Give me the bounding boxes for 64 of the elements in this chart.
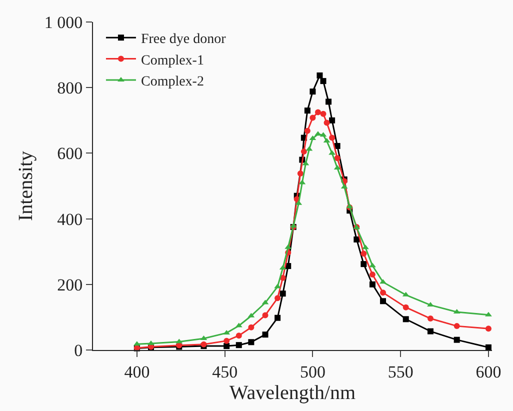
point (485, 344, 492, 350)
point (304, 128, 310, 134)
point (314, 109, 321, 116)
point (148, 340, 154, 345)
y-tick-label: 0 (74, 340, 83, 360)
point (427, 316, 434, 322)
point (380, 290, 386, 296)
point (360, 261, 367, 268)
point (300, 148, 307, 155)
point (320, 110, 326, 117)
x-tick-label: 450 (212, 362, 238, 382)
point (224, 343, 230, 350)
point (369, 281, 376, 288)
legend-label: Complex-1 (140, 53, 204, 68)
point (236, 342, 242, 348)
point (316, 72, 323, 78)
point (248, 339, 254, 346)
point (369, 272, 376, 278)
point (248, 324, 254, 330)
point (236, 332, 242, 339)
point (360, 250, 367, 257)
point (485, 326, 492, 332)
point (274, 314, 281, 321)
x-tick-label: 600 (476, 362, 502, 382)
point (320, 78, 326, 84)
x-tick-label: 400 (124, 362, 150, 382)
point (310, 88, 316, 95)
point (224, 338, 230, 344)
point (354, 236, 360, 242)
point (329, 117, 336, 124)
point (427, 302, 434, 307)
point (485, 312, 492, 316)
point (314, 131, 322, 136)
point (329, 134, 336, 141)
y-tick-label: 1 000 (44, 12, 83, 32)
point (402, 304, 409, 310)
point (310, 114, 316, 121)
y-tick-label: 600 (57, 144, 83, 164)
point (454, 323, 460, 330)
point (324, 120, 330, 126)
point (454, 336, 460, 343)
point (280, 290, 286, 297)
y-tick-label: 200 (57, 275, 83, 294)
point (262, 312, 268, 318)
point (427, 328, 434, 334)
point (334, 142, 340, 149)
point (402, 316, 409, 322)
x-tick-label: 500 (300, 362, 326, 382)
legend-label: Complex-2 (140, 74, 204, 90)
point (334, 155, 340, 162)
point (369, 262, 376, 268)
point (297, 170, 304, 177)
point (380, 298, 386, 304)
point (380, 279, 386, 284)
legend-label: Free dye donor (140, 32, 226, 48)
y-tick-label: 800 (57, 78, 83, 98)
point (262, 332, 268, 338)
point (326, 98, 332, 105)
y-tick-label: 400 (57, 210, 83, 229)
x-tick-label: 550 (388, 362, 414, 382)
y-axis-title: Intensity (14, 151, 37, 221)
point (274, 295, 281, 302)
point (304, 108, 310, 114)
x-axis-title: Wavelength/nm (229, 382, 356, 404)
